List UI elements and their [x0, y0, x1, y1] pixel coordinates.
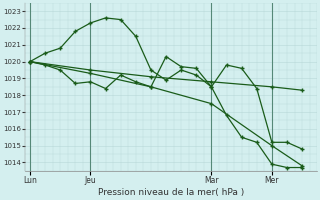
X-axis label: Pression niveau de la mer( hPa ): Pression niveau de la mer( hPa )	[98, 188, 244, 197]
